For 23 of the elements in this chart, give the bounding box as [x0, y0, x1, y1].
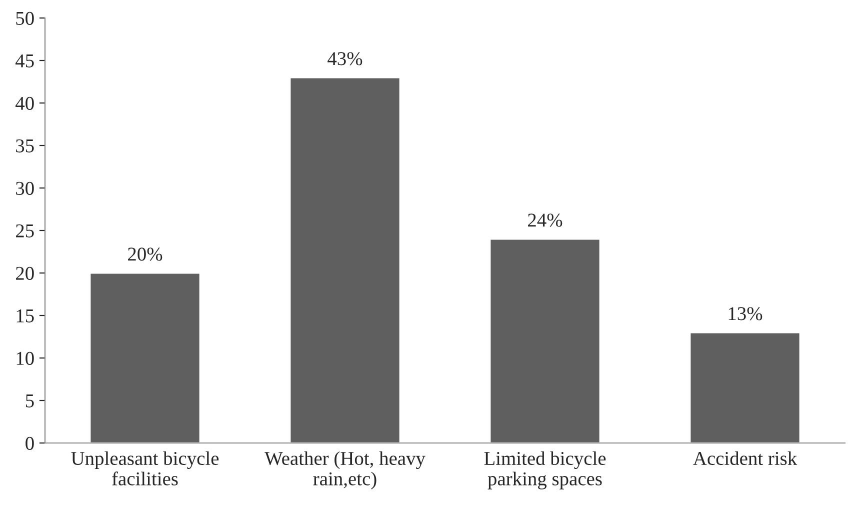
y-tick-label: 25 [16, 224, 34, 238]
x-tick-label: Unpleasant bicycle facilities [71, 451, 219, 486]
x-tick-label: Limited bicycle parking spaces [484, 451, 606, 490]
bar [689, 332, 801, 443]
data-label: 24% [528, 214, 562, 227]
data-label: 20% [128, 248, 162, 261]
y-tick-label: 40 [16, 96, 34, 110]
y-tick-label: 30 [16, 182, 34, 195]
y-tick-label: 35 [16, 139, 34, 152]
data-label: 43% [328, 52, 362, 66]
data-label: 13% [728, 307, 762, 320]
y-tick-label: 0 [26, 436, 34, 450]
y-tick-label: 50 [16, 12, 34, 25]
y-tick-label: 5 [26, 394, 34, 408]
x-tick-label: Weather (Hot, heavy rain,etc) [264, 451, 426, 490]
bar [489, 238, 601, 443]
y-tick-label: 15 [16, 309, 34, 322]
y-tick-label: 20 [16, 266, 34, 280]
y-tick-label: 45 [16, 54, 34, 68]
bar [89, 272, 201, 443]
y-tick-label: 10 [16, 352, 34, 365]
bar [289, 76, 401, 443]
x-tick-label: Accident risk [693, 451, 798, 466]
